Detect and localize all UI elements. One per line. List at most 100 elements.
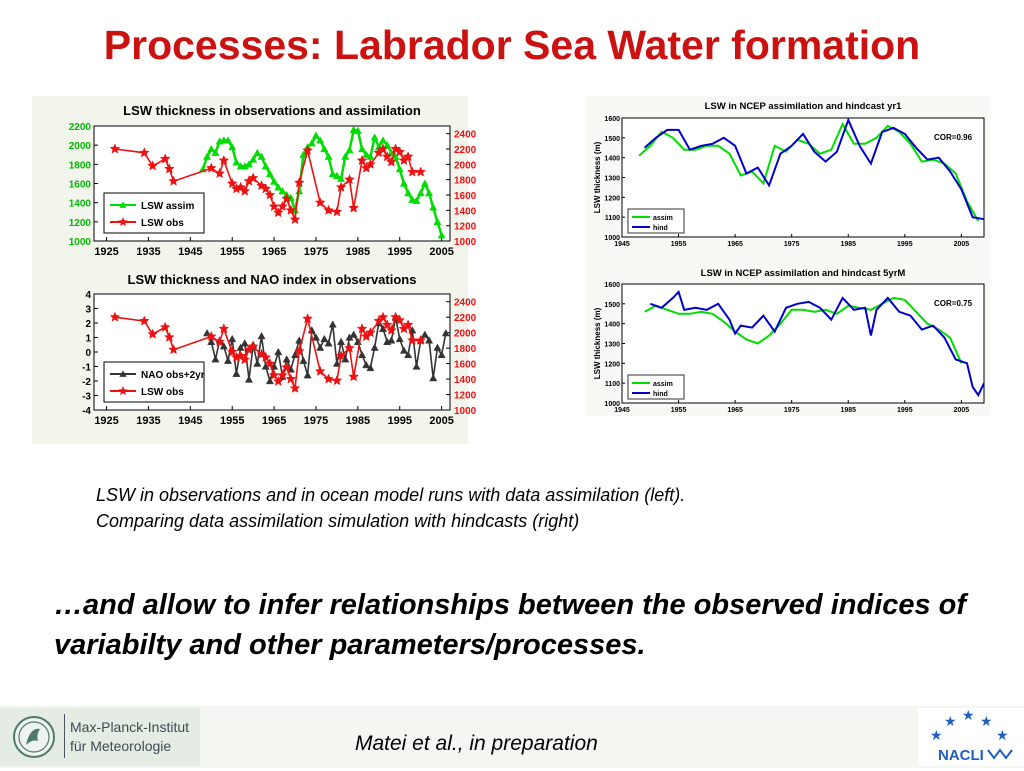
y-axis-label: LSW thickness (m) (593, 307, 602, 379)
data-point (314, 197, 326, 208)
data-point (211, 355, 220, 363)
y-right-tick-label: 2000 (454, 160, 477, 171)
data-point (412, 362, 421, 370)
legend-box (103, 361, 205, 403)
y-tick-label: 1300 (604, 342, 620, 349)
data-point (299, 356, 308, 364)
y-left-tick-label: -2 (82, 377, 91, 388)
data-point (244, 375, 253, 383)
y-right-tick-label: 1400 (454, 375, 477, 386)
data-point (311, 131, 321, 139)
data-point (437, 231, 446, 239)
data-point (163, 163, 175, 174)
data-point (314, 365, 326, 376)
institute-name-line-2: für Meteorologie (70, 738, 172, 754)
data-point (437, 350, 446, 359)
legend-marker (118, 386, 128, 395)
x-tick-label: 2005 (429, 415, 453, 427)
data-point (203, 152, 212, 160)
y-tick-label: 1400 (604, 322, 620, 329)
x-tick-label: 1925 (94, 246, 118, 258)
legend-marker (118, 217, 128, 226)
x-tick-label: 1995 (897, 241, 913, 248)
legend-box (103, 192, 205, 234)
data-point (395, 334, 404, 343)
y-left-tick-label: 2200 (69, 122, 92, 133)
x-tick-label: 1945 (178, 415, 202, 427)
x-tick-label: 1925 (94, 415, 118, 427)
data-point (402, 151, 414, 162)
data-point (348, 371, 360, 382)
data-point (358, 144, 367, 153)
data-point (331, 206, 343, 217)
y-left-tick-label: 1000 (69, 237, 92, 248)
y-right-tick-label: 1400 (454, 206, 477, 217)
x-tick-label: 1975 (784, 407, 800, 414)
data-point (370, 343, 379, 351)
x-tick-label: 2005 (954, 407, 970, 414)
data-point (239, 185, 251, 196)
data-point (399, 346, 408, 354)
data-point (385, 156, 397, 167)
x-tick-label: 1935 (136, 246, 160, 258)
y-axis-label: LSW thickness (m) (593, 141, 602, 213)
y-right-tick-label: 1600 (454, 191, 477, 202)
x-tick-label: 1985 (346, 415, 370, 427)
data-point (264, 357, 276, 369)
x-tick-label: 1985 (840, 241, 856, 248)
x-tick-label: 1955 (220, 246, 244, 258)
institute-name-line-1: Max-Planck-Institut (70, 719, 190, 735)
data-point (218, 323, 230, 334)
data-point (394, 146, 406, 157)
x-tick-label: 1995 (387, 415, 411, 427)
data-point (324, 339, 333, 347)
data-point (228, 142, 237, 151)
data-point (223, 136, 233, 144)
data-point (265, 169, 274, 178)
data-point (214, 336, 226, 347)
data-point (415, 166, 427, 177)
y-tick-label: 1600 (604, 282, 620, 289)
nacli-stars-icon: ★ ★ ★ ★ ★ NACLI (930, 708, 1013, 764)
data-point (420, 330, 429, 338)
data-point (356, 154, 368, 166)
data-point (253, 148, 262, 156)
right-charts: LSW in NCEP assimilation and hindcast yr… (593, 101, 985, 414)
data-point (425, 336, 434, 344)
data-point (323, 204, 334, 215)
data-point (341, 152, 350, 160)
data-point (335, 181, 347, 192)
data-point (228, 334, 237, 343)
legend-label: hind (653, 391, 668, 398)
data-point (285, 373, 297, 384)
data-point (365, 158, 376, 169)
y-left-tick-label: -3 (82, 392, 91, 403)
chart-title: LSW thickness in observations and assimi… (123, 103, 421, 118)
y-tick-label: 1200 (604, 361, 620, 368)
data-point (395, 165, 404, 173)
data-point (412, 196, 421, 204)
y-right-tick-label: 1800 (454, 344, 477, 355)
data-point (257, 331, 266, 340)
data-point (207, 337, 216, 345)
legend-label: LSW obs (141, 387, 184, 398)
data-point (332, 171, 341, 179)
y-right-tick-label: 2400 (454, 130, 477, 141)
x-tick-label: 1975 (784, 241, 800, 248)
y-left-tick-label: 1600 (69, 180, 92, 191)
statement-text: …and allow to infer relationships betwee… (54, 589, 967, 661)
data-point (272, 375, 284, 386)
svg-text:★: ★ (996, 728, 1009, 744)
slide-title: Processes: Labrador Sea Water formation (103, 22, 921, 68)
data-point (404, 188, 413, 197)
data-point (404, 350, 413, 359)
x-tick-label: 1965 (727, 407, 743, 414)
chart-title: LSW thickness and NAO index in observati… (128, 272, 417, 287)
correlation-annotation: COR=0.96 (934, 133, 973, 142)
legend-label: LSW assim (141, 201, 194, 212)
x-tick-label: 1955 (220, 415, 244, 427)
x-tick-label: 1995 (897, 407, 913, 414)
y-left-tick-label: -1 (82, 363, 91, 374)
caption-line-2: Comparing data assimilation simulation w… (96, 511, 580, 531)
x-tick-label: 2005 (954, 241, 970, 248)
